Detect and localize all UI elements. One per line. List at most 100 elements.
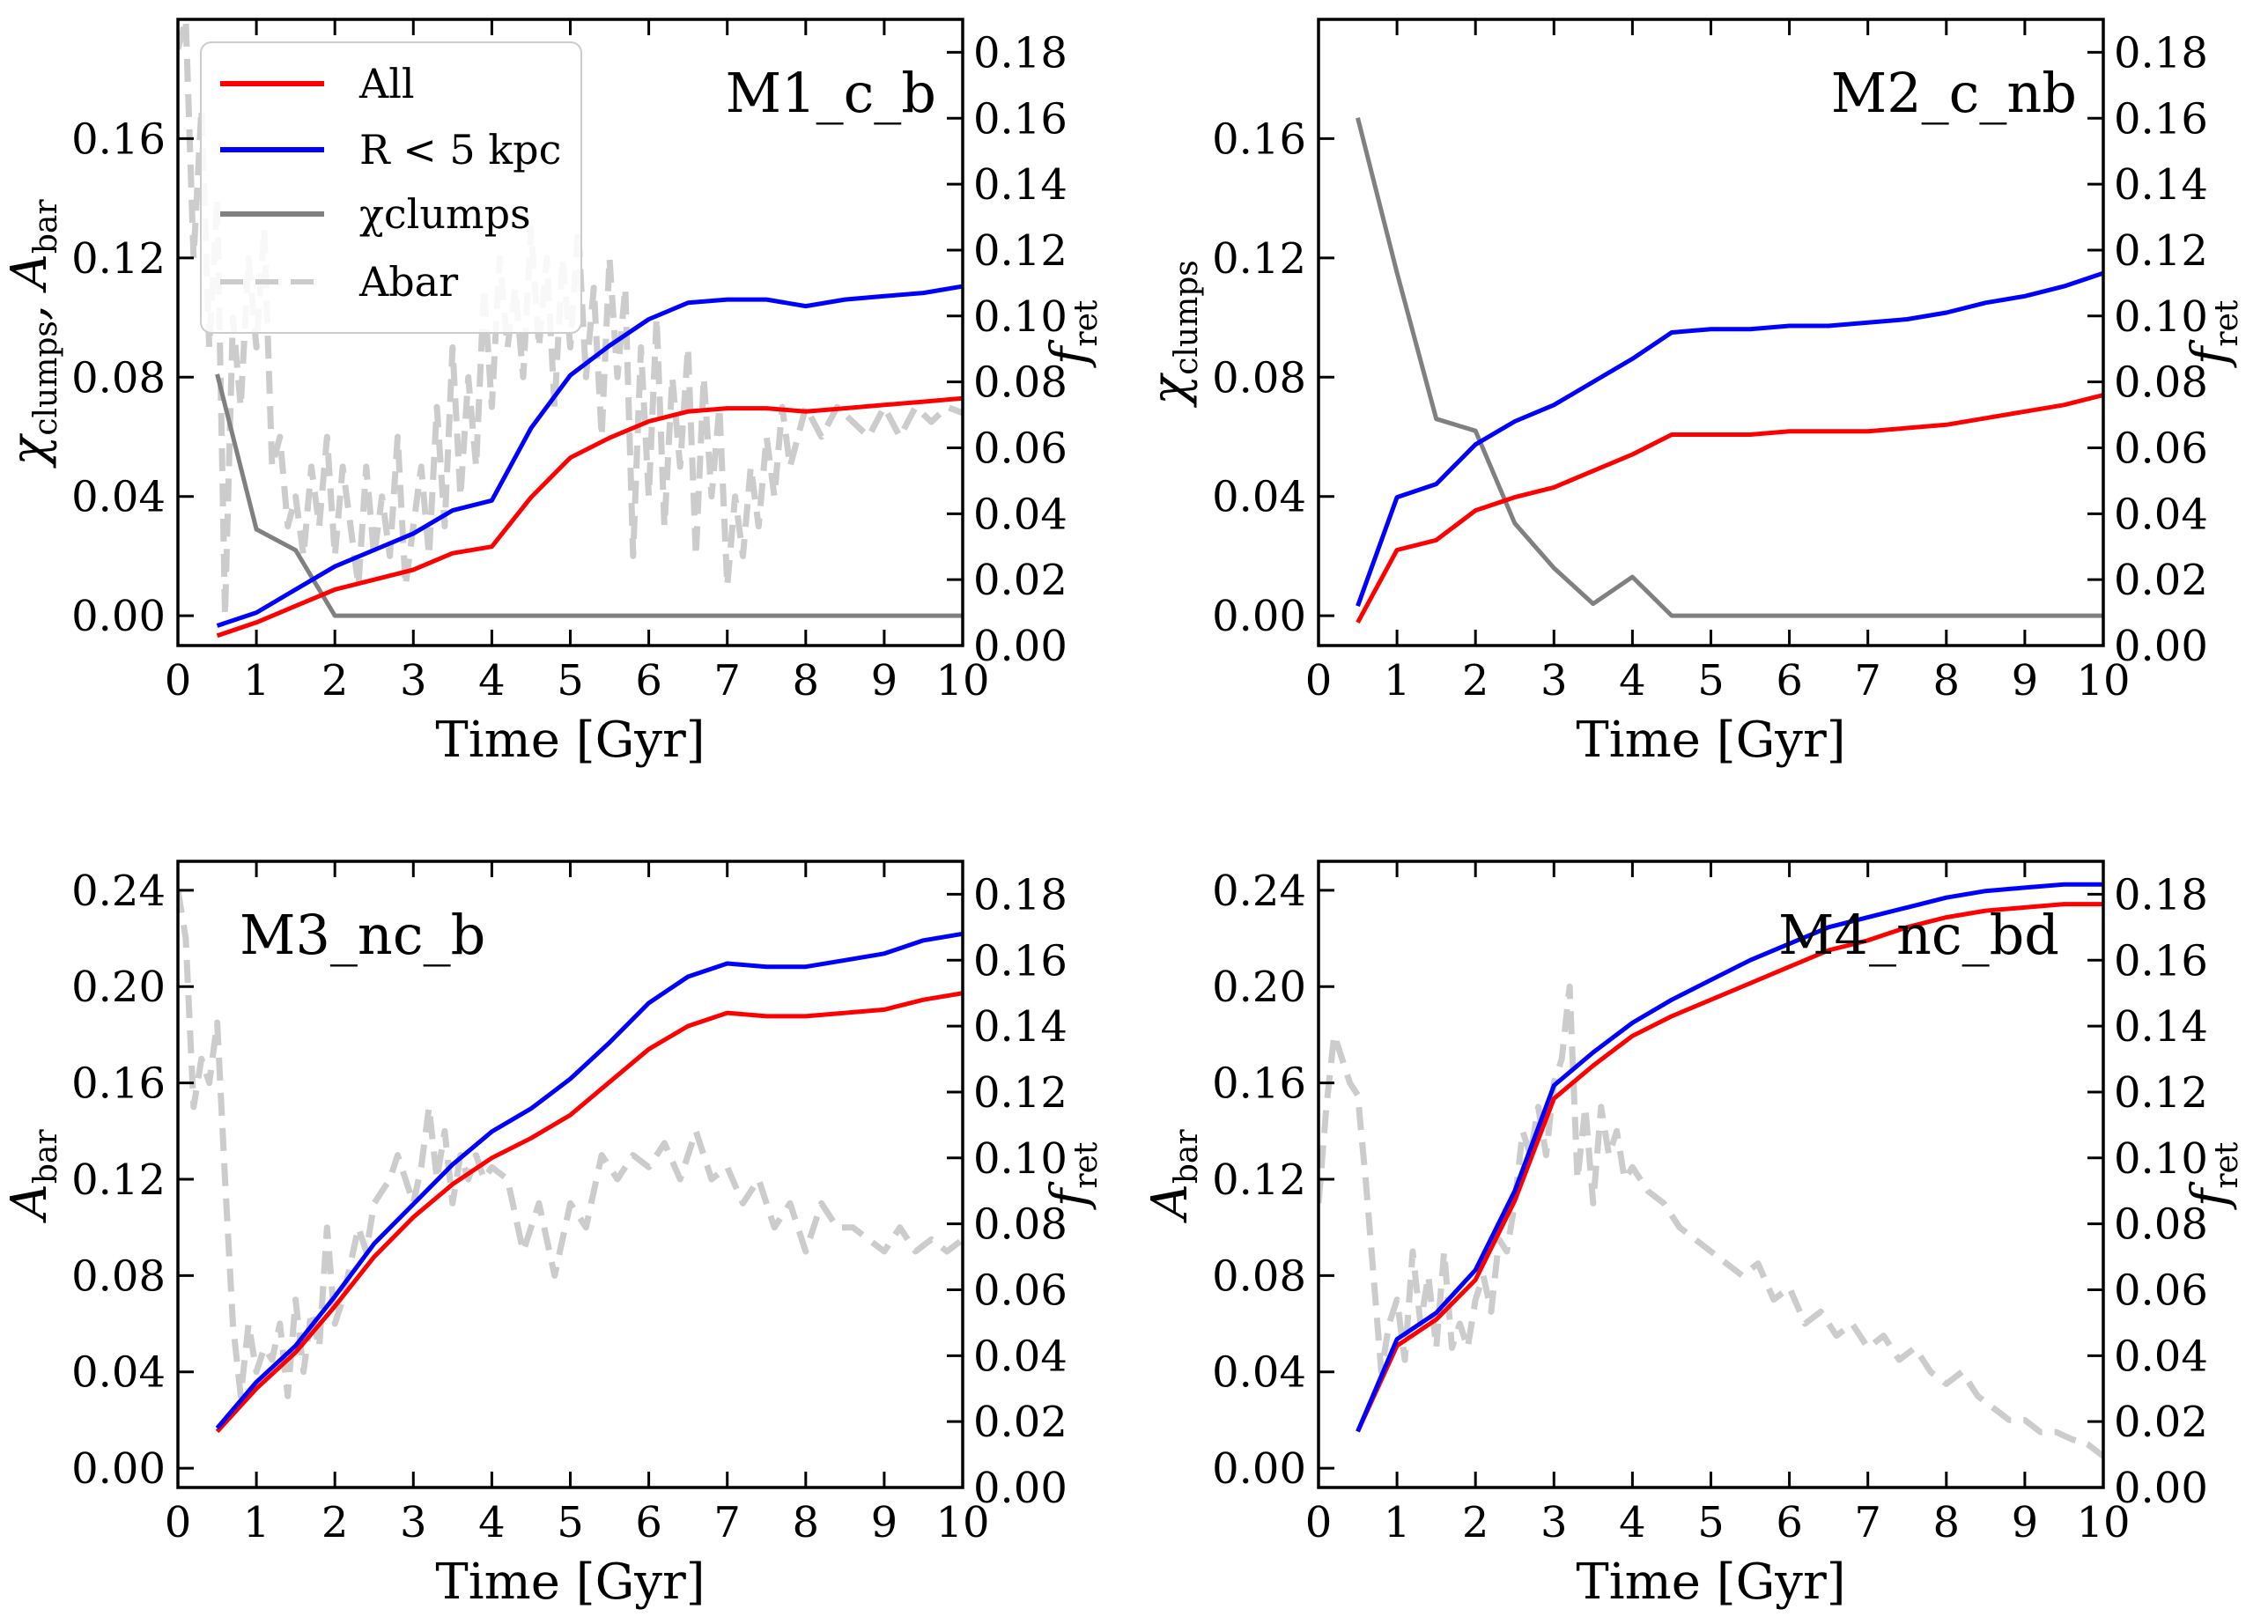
y-left-label-main: χ bbox=[1141, 373, 1199, 409]
y-right-tick-label: 0.16 bbox=[2114, 94, 2208, 144]
x-tick-label: 3 bbox=[1540, 656, 1568, 705]
y-right-tick-label: 0.04 bbox=[973, 490, 1068, 539]
y-left-axis-label: Abar bbox=[1141, 1129, 1205, 1224]
x-tick-label: 9 bbox=[871, 1498, 898, 1547]
y-right-tick-label: 0.00 bbox=[2114, 622, 2208, 671]
x-tick-label: 4 bbox=[1619, 1498, 1646, 1547]
x-tick-label: 1 bbox=[243, 1498, 270, 1547]
x-tick-label: 4 bbox=[478, 656, 506, 705]
y-left-tick-label: 0.16 bbox=[71, 114, 166, 164]
panel-2: 0 1 2 3 4 5 6 7 8 9 100.000.040.080.120.160.000.02… bbox=[1141, 18, 2245, 769]
y-right-tick-label: 0.18 bbox=[973, 870, 1068, 919]
x-axis-label: Time [Gyr] bbox=[1576, 712, 1845, 769]
y-left-tick-label: 0.16 bbox=[1212, 1059, 1306, 1109]
x-tick-label: 10 bbox=[935, 1498, 989, 1547]
y-left-label-main: A bbox=[1141, 1184, 1199, 1223]
x-tick-label: 10 bbox=[2076, 1498, 2130, 1547]
y-left-tick-label: 0.08 bbox=[71, 1251, 166, 1301]
y-right-tick-label: 0.12 bbox=[2114, 1068, 2208, 1118]
legend-box bbox=[200, 41, 582, 334]
x-tick-label: 1 bbox=[1384, 1498, 1411, 1547]
x-tick-label: 3 bbox=[1540, 1498, 1568, 1547]
y-left-tick-label: 0.04 bbox=[1212, 473, 1306, 522]
y-right-tick-label: 0.12 bbox=[973, 1068, 1068, 1118]
y-right-tick-label: 0.14 bbox=[973, 160, 1068, 210]
x-tick-label: 5 bbox=[557, 1498, 584, 1547]
x-tick-label: 2 bbox=[1462, 1498, 1489, 1547]
x-tick-label: 6 bbox=[635, 1498, 662, 1547]
x-tick-label: 9 bbox=[2012, 1498, 2039, 1547]
x-tick-label: 3 bbox=[400, 656, 427, 705]
series-line-clumps bbox=[215, 373, 963, 618]
y-right-tick-label: 0.16 bbox=[2114, 936, 2208, 985]
legend-label-clumps: χclumps bbox=[359, 190, 531, 238]
y-left-tick-label: 0.20 bbox=[71, 963, 166, 1012]
y-right-tick-label: 0.06 bbox=[2114, 424, 2208, 473]
y-right-tick-label: 0.18 bbox=[2114, 28, 2208, 78]
x-tick-label: 1 bbox=[243, 656, 270, 705]
y-right-tick-label: 0.08 bbox=[2114, 1200, 2208, 1250]
y-left-tick-label: 0.08 bbox=[1212, 353, 1306, 402]
x-tick-label: 5 bbox=[1697, 656, 1725, 705]
x-tick-label: 8 bbox=[793, 1498, 820, 1547]
y-right-tick-label: 0.06 bbox=[2114, 1266, 2208, 1315]
y-right-tick-label: 0.16 bbox=[973, 936, 1068, 985]
y-right-label-sub: ret bbox=[2209, 1141, 2245, 1189]
y-left-tick-label: 0.00 bbox=[1212, 592, 1306, 641]
x-tick-label: 6 bbox=[1776, 656, 1803, 705]
y-right-tick-label: 0.04 bbox=[973, 1332, 1068, 1381]
y-left-tick-label: 0.20 bbox=[1212, 963, 1306, 1012]
x-axis-label: Time [Gyr] bbox=[435, 712, 705, 769]
y-right-tick-label: 0.00 bbox=[2114, 1464, 2208, 1513]
series-line-abar bbox=[178, 890, 963, 1399]
x-axis-label: Time [Gyr] bbox=[1576, 1554, 1845, 1611]
y-left-tick-label: 0.04 bbox=[71, 473, 166, 522]
y-left-tick-label: 0.24 bbox=[1212, 867, 1306, 916]
x-tick-label: 7 bbox=[1854, 1498, 1881, 1547]
y-left-label-main: χ bbox=[1, 433, 58, 469]
y-left-tick-label: 0.12 bbox=[71, 1155, 166, 1205]
y-right-tick-label: 0.14 bbox=[973, 1002, 1068, 1052]
y-left-tick-label: 0.12 bbox=[1212, 1155, 1306, 1205]
x-tick-label: 0 bbox=[1305, 656, 1333, 705]
y-right-tick-label: 0.14 bbox=[2114, 1002, 2208, 1052]
y-right-tick-label: 0.08 bbox=[973, 1200, 1068, 1250]
y-right-tick-label: 0.16 bbox=[973, 94, 1068, 144]
y-left-tick-label: 0.04 bbox=[1212, 1348, 1306, 1398]
y-left-tick-label: 0.04 bbox=[71, 1348, 166, 1398]
x-tick-label: 2 bbox=[1462, 656, 1489, 705]
x-tick-label: 5 bbox=[557, 656, 584, 705]
series-line-all bbox=[1356, 902, 2103, 1433]
panel-3: 0 1 2 3 4 5 6 7 8 9 100.000.040.080.120.160.200.24… bbox=[1, 860, 1104, 1611]
series-line-all bbox=[215, 991, 963, 1434]
legend-label-abar: Abar bbox=[358, 258, 458, 306]
y-left-label-sub2: bar bbox=[28, 199, 64, 255]
series-group bbox=[178, 890, 963, 1434]
y-right-tick-label: 0.06 bbox=[973, 424, 1068, 473]
y-left-label-sub: clumps bbox=[1169, 260, 1205, 375]
y-right-label-sub: ret bbox=[2209, 299, 2245, 347]
y-right-tick-label: 0.08 bbox=[2114, 358, 2208, 408]
x-tick-label: 6 bbox=[1776, 1498, 1803, 1547]
y-left-tick-label: 0.00 bbox=[1212, 1444, 1306, 1494]
x-tick-label: 10 bbox=[935, 656, 989, 705]
y-left-label-main: A bbox=[1, 1184, 58, 1223]
panel-4: 0 1 2 3 4 5 6 7 8 9 100.000.040.080.120.160.200.24… bbox=[1141, 860, 2245, 1611]
x-tick-label: 2 bbox=[321, 1498, 349, 1547]
y-left-tick-label: 0.12 bbox=[71, 234, 166, 284]
y-left-tick-label: 0.08 bbox=[71, 353, 166, 402]
y-right-tick-label: 0.02 bbox=[2114, 556, 2208, 605]
y-left-tick-label: 0.12 bbox=[1212, 234, 1306, 284]
x-tick-label: 1 bbox=[1384, 656, 1411, 705]
y-right-tick-label: 0.10 bbox=[2114, 1134, 2208, 1184]
y-right-tick-label: 0.02 bbox=[2114, 1398, 2208, 1447]
y-left-tick-label: 0.24 bbox=[71, 867, 166, 916]
x-axis-label: Time [Gyr] bbox=[435, 1554, 705, 1611]
y-right-tick-label: 0.10 bbox=[973, 292, 1068, 342]
y-right-tick-label: 0.04 bbox=[2114, 1332, 2208, 1381]
y-right-label-sub: ret bbox=[1068, 1141, 1104, 1189]
y-right-tick-label: 0.02 bbox=[973, 1398, 1068, 1447]
series-group bbox=[1356, 117, 2103, 624]
x-tick-label: 4 bbox=[1619, 656, 1646, 705]
